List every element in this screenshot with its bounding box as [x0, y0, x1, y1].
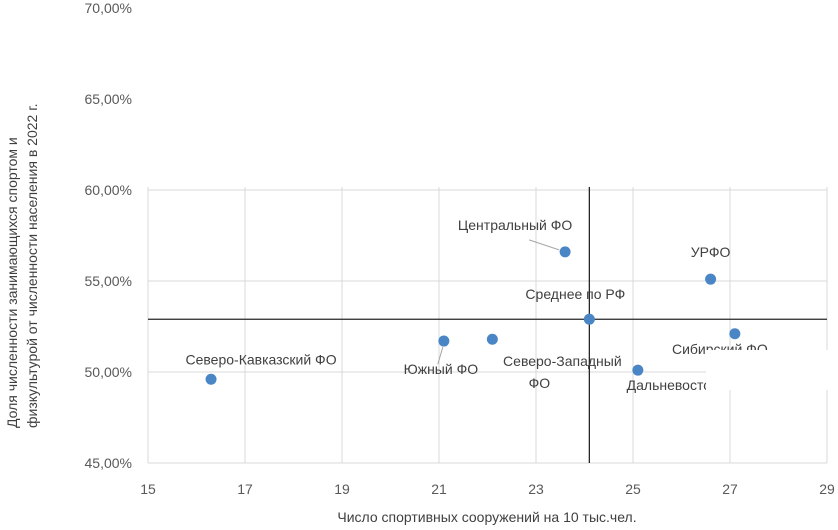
reference-lines	[148, 187, 827, 463]
y-tick-label: 50,00%	[85, 364, 132, 380]
x-axis-title: Число спортивных сооружений на 10 тыс.че…	[337, 509, 636, 525]
point-label: Южный ФО	[404, 361, 479, 377]
data-point	[632, 364, 644, 376]
y-axis-title-line-1: Доля численности занимающихся спортом и	[4, 137, 20, 428]
x-tick-label: 17	[237, 481, 253, 497]
occluding-strip	[62, 187, 136, 197]
data-point	[583, 313, 595, 325]
y-tick-label: 45,00%	[85, 455, 132, 471]
point-label: Среднее по РФ	[525, 286, 625, 302]
occluding-panel-top	[140, 0, 838, 187]
data-points	[205, 246, 741, 385]
data-point	[705, 273, 717, 285]
x-tick-label: 27	[722, 481, 738, 497]
y-tick-label: 70,00%	[85, 0, 132, 16]
data-point	[486, 333, 498, 345]
occluding-strip	[62, 280, 136, 289]
x-tick-label: 29	[819, 481, 835, 497]
y-tick-label: 60,00%	[85, 182, 132, 198]
x-tick-label: 23	[528, 481, 544, 497]
label-leader-line	[528, 239, 560, 251]
data-point	[559, 246, 571, 258]
point-label: Северо-Кавказский ФО	[186, 351, 337, 367]
point-label: УРФО	[691, 244, 731, 260]
y-tick-label: 55,00%	[85, 273, 132, 289]
data-point	[205, 373, 217, 385]
tick-labels: 15 17 19 21 23 25 27 29 45,00% 50,00% 55,00% 60,00%…	[85, 0, 835, 497]
x-tick-label: 19	[334, 481, 350, 497]
point-labels: Северо-Кавказский ФО Южный ФО Северо-Запад…	[186, 217, 770, 393]
point-label-line: ФО	[529, 375, 551, 391]
data-point	[438, 335, 450, 347]
point-label-line: Северо-Западный	[503, 353, 622, 369]
label-leader-line	[437, 346, 444, 365]
x-tick-label: 25	[625, 481, 641, 497]
x-tick-label: 21	[431, 481, 447, 497]
occluding-panel-right	[706, 350, 838, 390]
y-axis-title-line-2: физкультурой от численности населения в …	[24, 104, 40, 428]
y-tick-label: 65,00%	[85, 91, 132, 107]
x-tick-label: 15	[140, 481, 156, 497]
occluders	[62, 0, 838, 390]
data-point	[729, 328, 741, 340]
point-label: Северо-Западный ФО	[503, 353, 622, 391]
y-axis-title: Доля численности занимающихся спортом и …	[4, 104, 40, 428]
label-leaders	[437, 239, 560, 365]
point-label: Центральный ФО	[458, 217, 572, 233]
